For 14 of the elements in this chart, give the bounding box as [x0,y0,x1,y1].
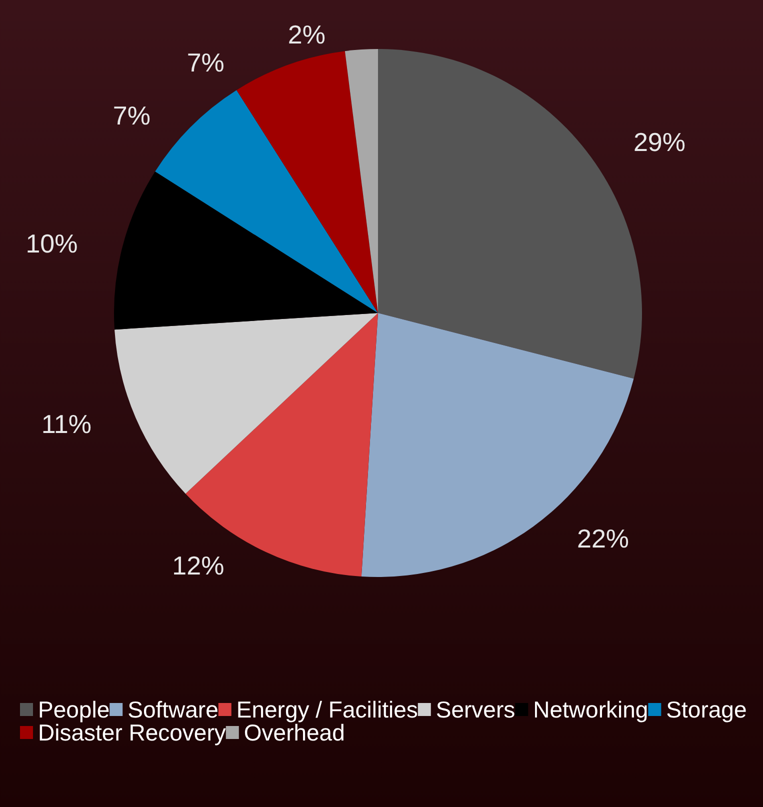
legend-label: Software [128,696,218,722]
data-label: 12% [172,550,224,580]
data-label: 11% [41,408,92,439]
data-label: 22% [576,524,630,554]
data-label: 7% [186,48,224,78]
data-label: 29% [633,127,686,157]
legend-label: Networking [533,696,648,722]
legend-label: Servers [436,696,516,722]
data-label: 2% [288,20,326,50]
legend-label: Energy / Facilities [236,696,418,722]
data-label: 10% [26,228,78,259]
data-label: 7% [112,100,150,131]
legend-label: Storage [666,696,747,722]
legend-label: People [38,696,110,722]
